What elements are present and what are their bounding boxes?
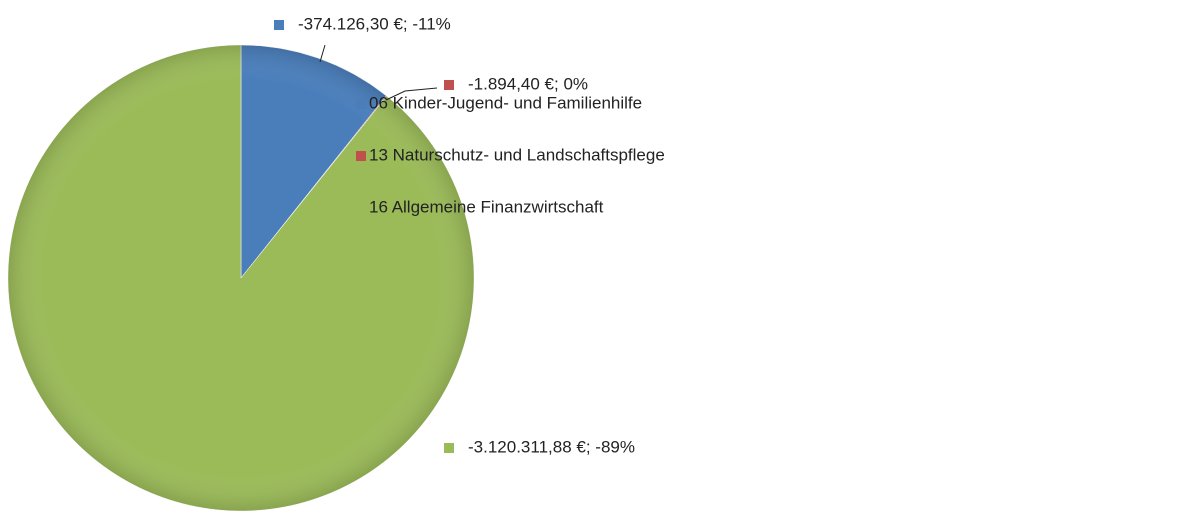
legend-key xyxy=(356,151,366,161)
legend-label: 06 Kinder-Jugend- und Familienhilfe xyxy=(369,93,642,112)
label-key xyxy=(444,443,454,453)
label-key xyxy=(274,20,284,30)
pie-shade xyxy=(8,45,474,511)
leader-line xyxy=(385,87,438,101)
data-label: -3.120.311,88 €; -89% xyxy=(468,437,635,456)
legend-key xyxy=(356,203,366,213)
data-label: -1.894,40 €; 0% xyxy=(468,74,588,93)
leader-line xyxy=(319,44,326,63)
legend-key xyxy=(356,99,366,109)
legend-label: 16 Allgemeine Finanzwirtschaft xyxy=(369,197,604,216)
legend-label: 13 Naturschutz- und Landschaftspflege xyxy=(369,145,665,164)
data-label: -374.126,30 €; -11% xyxy=(298,14,451,33)
label-key xyxy=(444,80,454,90)
